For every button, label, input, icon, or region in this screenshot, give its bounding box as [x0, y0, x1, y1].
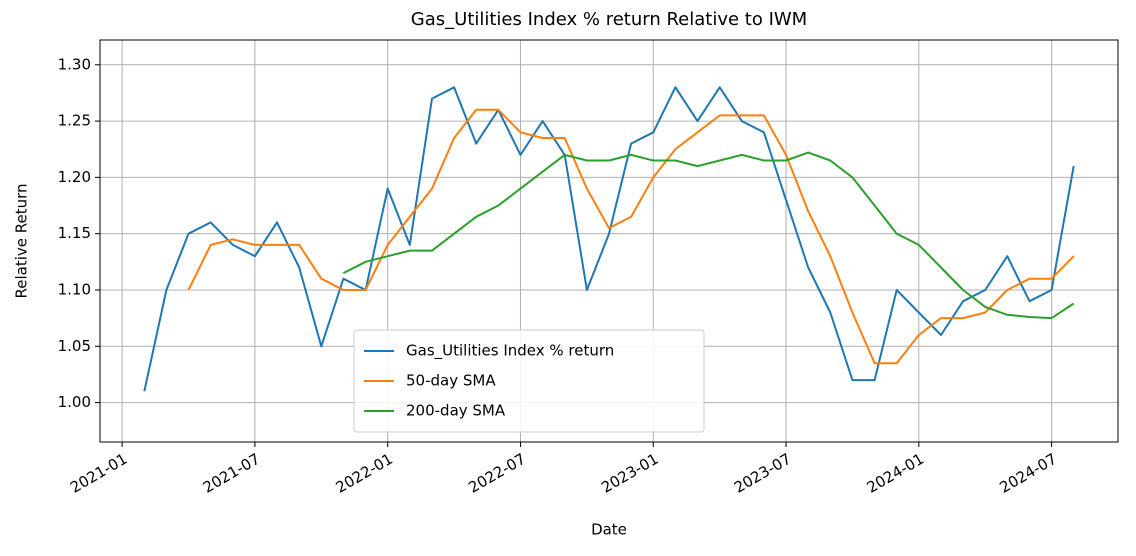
y-tick-label: 1.25: [58, 112, 91, 130]
legend-label: Gas_Utilities Index % return: [406, 342, 614, 361]
y-tick-label: 1.15: [58, 224, 91, 242]
y-tick-label: 1.10: [58, 280, 91, 298]
y-tick-label: 1.05: [58, 337, 91, 355]
series-line: [342, 151, 1075, 320]
legend-label: 200-day SMA: [406, 402, 506, 420]
series-line: [187, 108, 1075, 365]
y-axis-label: Relative Return: [13, 183, 31, 298]
legend: Gas_Utilities Index % return 50-day SMA 20…: [353, 329, 705, 433]
y-tick-label: 1.30: [58, 55, 91, 73]
x-axis-label: Date: [591, 521, 627, 539]
plot-frame: [99, 39, 1119, 443]
legend-box: [353, 329, 705, 433]
chart-title: Gas_Utilities Index % return Relative to…: [411, 9, 807, 30]
y-tick-label: 1.00: [58, 393, 91, 411]
series-line: [143, 86, 1075, 392]
legend-label: 50-day SMA: [406, 372, 496, 390]
y-tick-label: 1.20: [58, 168, 91, 186]
